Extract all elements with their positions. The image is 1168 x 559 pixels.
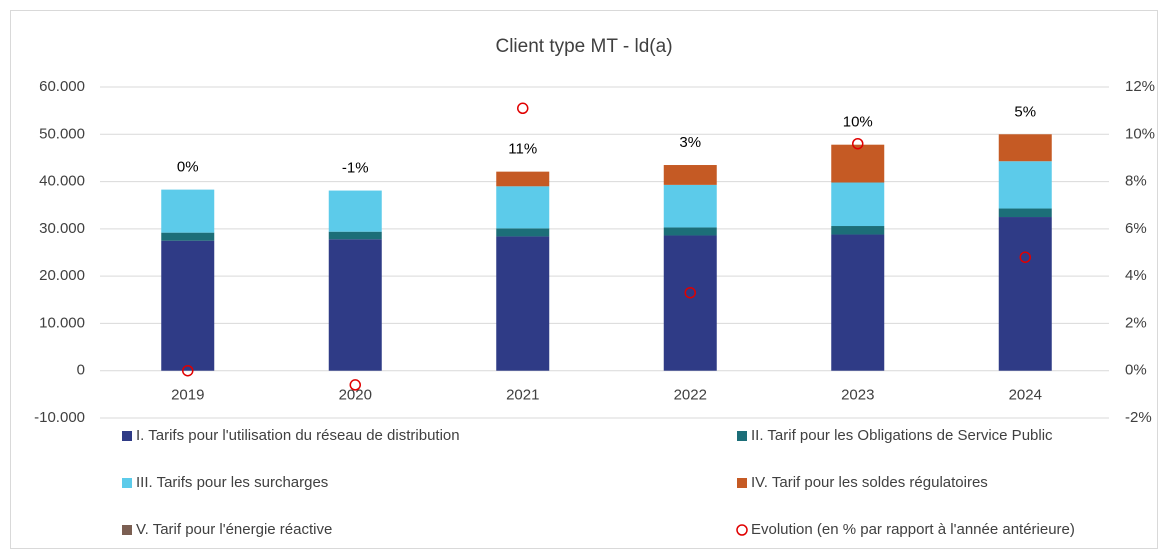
evolution-marker <box>182 364 194 377</box>
y2-tick-label: -2% <box>1125 409 1152 426</box>
y-tick-label: 30.000 <box>39 220 85 237</box>
bar-segment <box>496 228 550 237</box>
bar-segment <box>496 186 550 229</box>
y2-tick-label: 4% <box>1125 267 1147 284</box>
legend-swatch <box>122 478 132 488</box>
bar-segment <box>998 161 1052 209</box>
evolution-marker <box>684 286 696 299</box>
bar-segment <box>831 144 885 183</box>
bar-segment <box>328 190 382 232</box>
legend-swatch <box>122 525 132 535</box>
bar-segment <box>663 184 717 228</box>
y-tick-label: 50.000 <box>39 125 85 142</box>
x-tick-label: 2020 <box>339 387 372 404</box>
bar-segment <box>831 226 885 235</box>
data-label: 5% <box>1014 103 1036 120</box>
y2-tick-label: 6% <box>1125 220 1147 237</box>
chart-title: Client type MT - ld(a) <box>495 36 672 57</box>
y2-tick-label: 10% <box>1125 125 1155 142</box>
evolution-marker <box>1019 251 1031 263</box>
bar-segment <box>161 189 215 233</box>
data-label: 3% <box>679 134 701 151</box>
y2-tick-label: 2% <box>1125 314 1147 331</box>
x-tick-label: 2021 <box>506 387 539 404</box>
y-tick-label: -10.000 <box>34 409 85 426</box>
bar-segment <box>663 235 717 371</box>
y2-tick-label: 8% <box>1125 173 1147 190</box>
bar-segment <box>998 217 1052 371</box>
y-tick-label: 40.000 <box>39 173 85 190</box>
bar-segment <box>328 239 382 371</box>
data-label: -1% <box>342 160 369 177</box>
bar-segment <box>831 234 885 371</box>
x-tick-label: 2019 <box>171 387 204 404</box>
bar-segment <box>831 182 885 227</box>
x-tick-label: 2024 <box>1009 387 1042 404</box>
y2-tick-label: 12% <box>1125 78 1155 95</box>
y-tick-label: 0 <box>77 362 85 379</box>
legend-label: IV. Tarif pour les soldes régulatoires <box>751 474 988 491</box>
evolution-marker <box>349 379 361 391</box>
legend-swatch <box>737 478 747 488</box>
evolution-marker <box>852 137 864 150</box>
legend-label: Evolution (en % par rapport à l'année an… <box>751 521 1075 538</box>
bar-segment <box>663 227 717 236</box>
legend-label: II. Tarif pour les Obligations de Servic… <box>751 427 1053 444</box>
y-tick-label: 10.000 <box>39 314 85 331</box>
data-label: 10% <box>843 114 873 131</box>
data-label: 0% <box>177 159 199 176</box>
evolution-marker <box>517 102 529 115</box>
x-tick-label: 2023 <box>841 387 874 404</box>
legend-label: III. Tarifs pour les surcharges <box>136 474 328 491</box>
legend-swatch <box>122 431 132 441</box>
y-tick-label: 20.000 <box>39 267 85 284</box>
legend-marker <box>736 524 748 536</box>
bar-segment <box>328 231 382 240</box>
bar-segment <box>161 240 215 371</box>
bar-segment <box>663 165 717 185</box>
y-tick-label: 60.000 <box>39 78 85 95</box>
bar-segment <box>998 134 1052 162</box>
y2-tick-label: 0% <box>1125 362 1147 379</box>
legend-swatch <box>737 431 747 441</box>
data-label: 11% <box>508 141 537 158</box>
legend-label: V. Tarif pour l'énergie réactive <box>136 521 332 538</box>
bar-segment <box>161 232 215 241</box>
x-tick-label: 2022 <box>674 387 707 404</box>
bar-segment <box>496 236 550 371</box>
legend-label: I. Tarifs pour l'utilisation du réseau d… <box>136 427 460 444</box>
bar-segment <box>496 171 550 187</box>
bar-segment <box>998 208 1052 218</box>
